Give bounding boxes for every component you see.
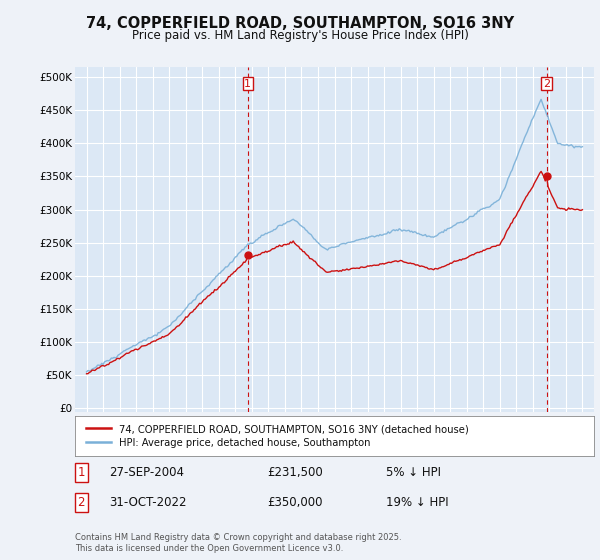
Text: £231,500: £231,500 xyxy=(267,465,323,479)
Text: 27-SEP-2004: 27-SEP-2004 xyxy=(109,465,184,479)
Text: 74, COPPERFIELD ROAD, SOUTHAMPTON, SO16 3NY: 74, COPPERFIELD ROAD, SOUTHAMPTON, SO16 … xyxy=(86,16,514,31)
Text: 5% ↓ HPI: 5% ↓ HPI xyxy=(386,465,442,479)
Legend: 74, COPPERFIELD ROAD, SOUTHAMPTON, SO16 3NY (detached house), HPI: Average price: 74, COPPERFIELD ROAD, SOUTHAMPTON, SO16 … xyxy=(83,421,472,451)
Text: 1: 1 xyxy=(244,79,251,88)
Text: 2: 2 xyxy=(543,79,550,88)
Text: Contains HM Land Registry data © Crown copyright and database right 2025.
This d: Contains HM Land Registry data © Crown c… xyxy=(75,533,401,553)
Text: 2: 2 xyxy=(77,496,85,509)
Text: Price paid vs. HM Land Registry's House Price Index (HPI): Price paid vs. HM Land Registry's House … xyxy=(131,29,469,43)
Text: 19% ↓ HPI: 19% ↓ HPI xyxy=(386,496,449,509)
Text: £350,000: £350,000 xyxy=(267,496,323,509)
Text: 1: 1 xyxy=(77,465,85,479)
Text: 31-OCT-2022: 31-OCT-2022 xyxy=(109,496,186,509)
